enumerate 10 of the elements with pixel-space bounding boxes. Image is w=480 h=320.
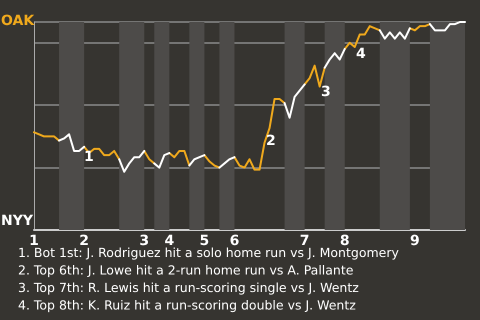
annotation: 3 bbox=[321, 84, 331, 100]
text: NYY bbox=[1, 213, 34, 229]
annotation: 2 bbox=[266, 133, 276, 149]
text: 4. Top 8th: K. Ruiz hit a run-scoring double vs J. Wentz bbox=[18, 298, 356, 312]
text: 2. Top 6th: J. Lowe hit a 2-run home run vs A. Pallante bbox=[18, 262, 354, 278]
x-tick-label: 9 bbox=[410, 233, 420, 249]
annotation: 4 bbox=[356, 46, 366, 62]
annotation: OAK bbox=[1, 13, 36, 29]
annotation: 1 bbox=[84, 149, 94, 165]
text: 3. Top 7th: R. Lewis hit a run-scoring single vs J. Wentz bbox=[18, 280, 360, 295]
